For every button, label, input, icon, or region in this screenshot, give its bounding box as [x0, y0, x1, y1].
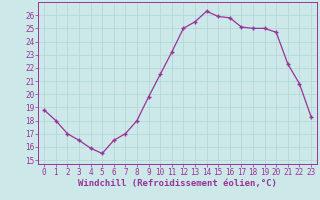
X-axis label: Windchill (Refroidissement éolien,°C): Windchill (Refroidissement éolien,°C): [78, 179, 277, 188]
